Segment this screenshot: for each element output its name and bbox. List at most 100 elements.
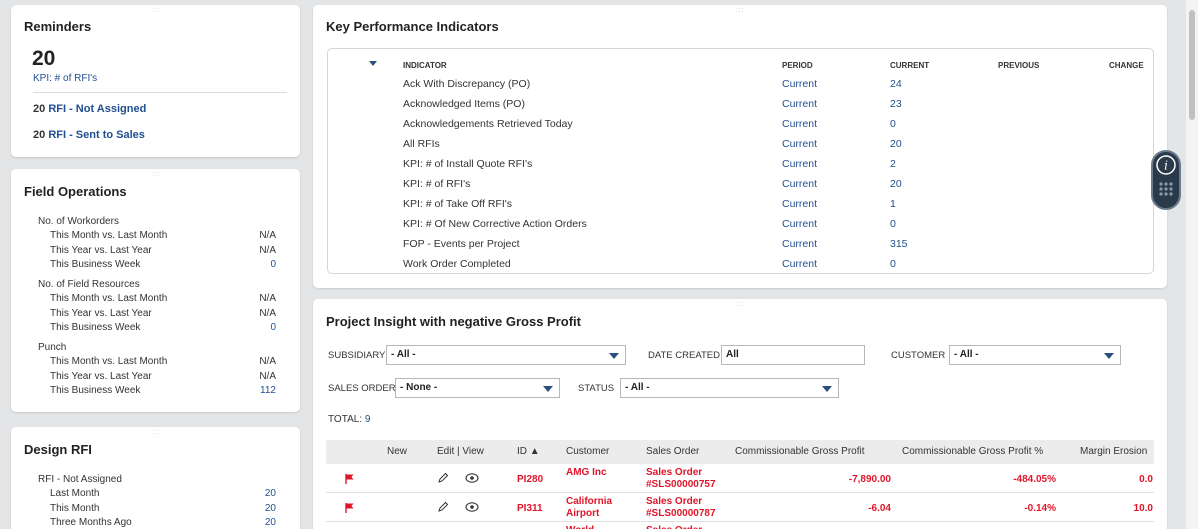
drag-handle[interactable]: ::: xyxy=(151,429,160,436)
kpi-period[interactable]: Current xyxy=(782,98,818,110)
edit-link[interactable] xyxy=(437,472,449,487)
metric-row: Three Months Ago 20 xyxy=(50,517,276,528)
kpi-period[interactable]: Current xyxy=(782,158,818,170)
scrollbar[interactable] xyxy=(1186,0,1198,529)
kpi-row: FOP - Events per Project Current 315 xyxy=(328,235,1153,255)
row-sales-order[interactable]: Sales Order #SLS00000757 xyxy=(646,467,716,490)
view-link[interactable] xyxy=(465,472,479,487)
kpi-period[interactable]: Current xyxy=(782,118,818,130)
metric-row: This Business Week 0 xyxy=(50,322,276,333)
col-change: CHANGE xyxy=(1109,61,1144,70)
kpi-period[interactable]: Current xyxy=(782,238,818,250)
view-link[interactable] xyxy=(465,501,479,516)
row-cgp-pct: -0.14% xyxy=(1024,503,1056,514)
drag-handle[interactable]: ::: xyxy=(151,7,160,14)
divider xyxy=(33,92,287,93)
kpi-portlet: ::: Key Performance Indicators INDICATOR… xyxy=(313,5,1167,288)
punch-group: Punch This Month vs. Last Month N/A This … xyxy=(38,341,276,399)
drag-handle[interactable]: ::: xyxy=(151,171,160,178)
date-created-input[interactable]: All xyxy=(721,345,865,365)
row-customer[interactable]: California Airport xyxy=(566,496,613,519)
kpi-period[interactable]: Current xyxy=(782,198,818,210)
metric-row: This Month vs. Last Month N/A xyxy=(50,356,276,367)
drag-handle[interactable]: ::: xyxy=(735,7,745,14)
kpi-period[interactable]: Current xyxy=(782,138,818,150)
edit-pencil-icon[interactable] xyxy=(437,472,449,484)
rfi-not-assigned-group: RFI - Not Assigned Last Month 20 This Mon… xyxy=(38,473,276,529)
drag-handle[interactable]: ::: xyxy=(735,301,745,308)
kpi-period[interactable]: Current xyxy=(782,178,818,190)
flag-icon xyxy=(345,474,354,484)
row-sales-order[interactable]: Sales Order #SLS00000787 xyxy=(646,496,716,519)
edit-link[interactable] xyxy=(437,501,449,516)
kpi-current[interactable]: 315 xyxy=(890,238,908,250)
kpi-current[interactable]: 0 xyxy=(890,218,896,230)
col-margin-erosion[interactable]: Margin Erosion xyxy=(1080,446,1148,457)
kpi-indicator: KPI: # Of New Corrective Action Orders xyxy=(403,218,587,230)
kpi-indicator: Work Order Completed xyxy=(403,258,511,270)
row-margin-erosion: 10.0 xyxy=(1133,503,1153,514)
subsidiary-select[interactable]: - All - xyxy=(386,345,626,365)
kpi-current[interactable]: 23 xyxy=(890,98,902,110)
kpi-indicator: Ack With Discrepancy (PO) xyxy=(403,78,531,90)
table-row: PI280 AMG Inc Sales Order #SLS00000757 -7,89… xyxy=(326,465,1154,493)
metric-row: This Business Week 112 xyxy=(50,385,276,396)
help-widget[interactable]: i xyxy=(1151,150,1181,210)
col-sales-order[interactable]: Sales Order xyxy=(646,446,700,457)
row-customer[interactable]: World xyxy=(566,525,594,529)
kpi-title: Key Performance Indicators xyxy=(326,19,499,34)
svg-text:i: i xyxy=(1164,159,1168,173)
row-sales-order[interactable]: Sales Order xyxy=(646,525,702,529)
col-edit-view: Edit | View xyxy=(437,446,484,457)
view-eye-icon[interactable] xyxy=(465,472,479,484)
scrollbar-thumb[interactable] xyxy=(1189,10,1195,120)
info-icon[interactable]: i xyxy=(1153,152,1179,208)
kpi-current[interactable]: 20 xyxy=(890,138,902,150)
row-id[interactable]: PI311 xyxy=(517,503,543,514)
kpi-current[interactable]: 24 xyxy=(890,78,902,90)
kpi-indicator: FOP - Events per Project xyxy=(403,238,520,250)
kpi-row: Ack With Discrepancy (PO) Current 24 xyxy=(328,75,1153,95)
dropdown-arrow-icon xyxy=(1104,353,1114,359)
kpi-indicator: KPI: # of Take Off RFI's xyxy=(403,198,512,210)
project-insight-title: Project Insight with negative Gross Prof… xyxy=(326,314,581,329)
metric-row: This Month vs. Last Month N/A xyxy=(50,293,276,304)
collapse-triangle-icon[interactable] xyxy=(369,61,377,66)
kpi-period[interactable]: Current xyxy=(782,218,818,230)
field-resources-group: No. of Field Resources This Month vs. La… xyxy=(38,278,276,336)
reminder-item[interactable]: 20 RFI - Not Assigned xyxy=(33,103,147,115)
view-eye-icon[interactable] xyxy=(465,501,479,513)
reminders-portlet: ::: Reminders 20 KPI: # of RFI's 20 RFI … xyxy=(11,5,300,157)
dropdown-arrow-icon xyxy=(822,386,832,392)
kpi-current[interactable]: 0 xyxy=(890,118,896,130)
col-previous: PREVIOUS xyxy=(998,61,1040,70)
reminder-big-label[interactable]: KPI: # of RFI's xyxy=(33,73,98,84)
row-id[interactable]: PI280 xyxy=(517,474,544,485)
dropdown-arrow-icon xyxy=(609,353,619,359)
customer-select[interactable]: - All - xyxy=(949,345,1121,365)
col-cgp[interactable]: Commissionable Gross Profit xyxy=(735,446,865,457)
col-period: PERIOD xyxy=(782,61,813,70)
kpi-period[interactable]: Current xyxy=(782,78,818,90)
kpi-current[interactable]: 1 xyxy=(890,198,896,210)
reminder-item[interactable]: 20 RFI - Sent to Sales xyxy=(33,129,145,141)
kpi-current[interactable]: 2 xyxy=(890,158,896,170)
col-new[interactable]: New xyxy=(387,446,408,457)
edit-pencil-icon[interactable] xyxy=(437,501,449,513)
row-customer[interactable]: AMG Inc xyxy=(566,467,607,478)
reminder-big-value[interactable]: 20 xyxy=(32,47,56,70)
sales-order-select[interactable]: - None - xyxy=(395,378,560,398)
kpi-row: Acknowledged Items (PO) Current 23 xyxy=(328,95,1153,115)
field-operations-portlet: ::: Field Operations No. of Workorders T… xyxy=(11,169,300,412)
kpi-current[interactable]: 0 xyxy=(890,258,896,270)
kpi-period[interactable]: Current xyxy=(782,258,818,270)
col-id[interactable]: ID ▲ xyxy=(517,446,540,457)
metric-row: This Year vs. Last Year N/A xyxy=(50,244,276,256)
col-customer[interactable]: Customer xyxy=(566,446,610,457)
col-cgp-pct[interactable]: Commissionable Gross Profit % xyxy=(902,446,1044,457)
status-select[interactable]: - All - xyxy=(620,378,839,398)
kpi-current[interactable]: 20 xyxy=(890,178,902,190)
customer-label: CUSTOMER xyxy=(891,350,946,361)
kpi-row: Acknowledgements Retrieved Today Current 0 xyxy=(328,115,1153,135)
kpi-row: KPI: # Of New Corrective Action Orders Cu… xyxy=(328,215,1153,235)
